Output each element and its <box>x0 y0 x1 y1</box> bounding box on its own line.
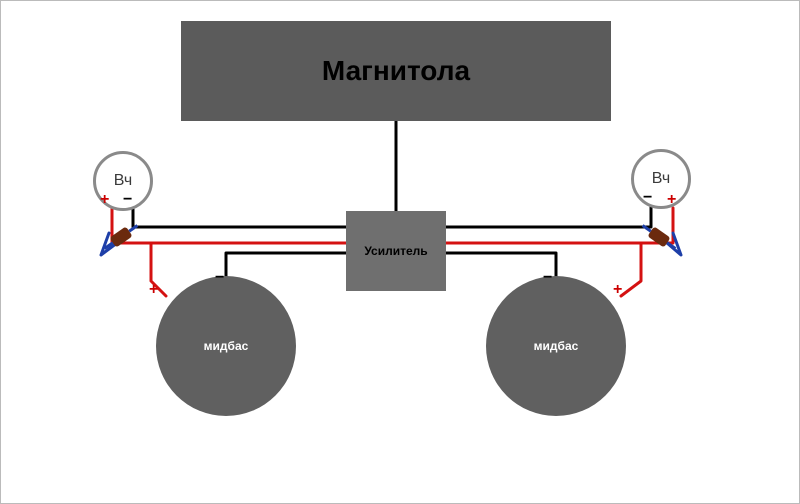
head-unit-block: Магнитола <box>181 21 611 121</box>
midbass-right: мидбас <box>486 276 626 416</box>
midbass-left: мидбас <box>156 276 296 416</box>
midbass-right-label: мидбас <box>534 339 579 353</box>
diagram-canvas: Магнитола Усилитель Вч + − Вч + − мидбас… <box>0 0 800 504</box>
tweeter-right-label: Вч <box>652 170 670 188</box>
head-unit-label: Магнитола <box>322 55 470 87</box>
tweeter-left-minus: − <box>123 191 132 209</box>
midbass-left-plus: + <box>149 281 158 299</box>
tweeter-left-label: Вч <box>114 172 132 190</box>
midbass-left-label: мидбас <box>204 339 249 353</box>
midbass-left-minus: − <box>215 269 224 287</box>
midbass-right-minus: − <box>543 269 552 287</box>
tweeter-right-minus: − <box>643 189 652 207</box>
amplifier-label: Усилитель <box>364 244 427 258</box>
tweeter-left-plus: + <box>100 191 109 209</box>
midbass-right-plus: + <box>613 281 622 299</box>
tweeter-right-plus: + <box>667 191 676 209</box>
amplifier-block: Усилитель <box>346 211 446 291</box>
tweeter-right: Вч <box>631 149 691 209</box>
